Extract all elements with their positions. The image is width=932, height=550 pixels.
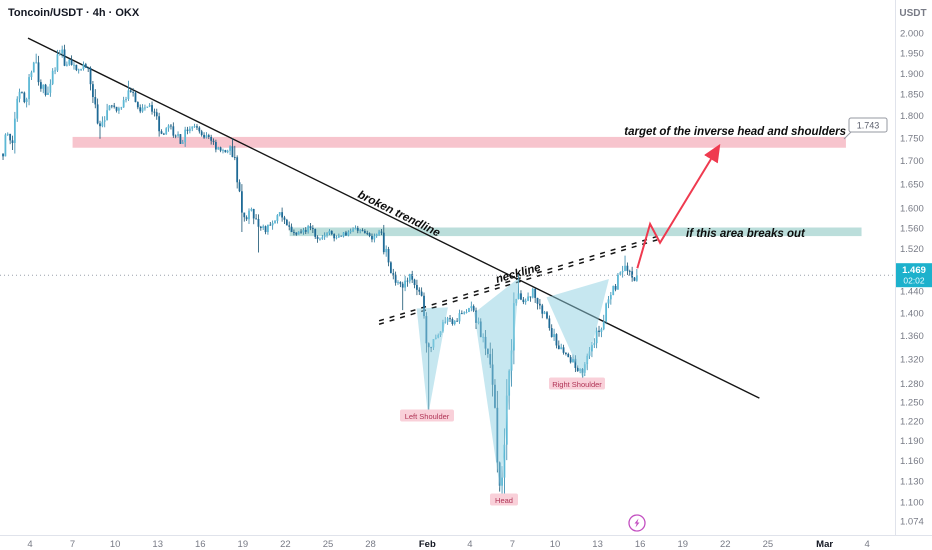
time-axis-tick: 16 <box>195 539 206 550</box>
time-axis-tick: 10 <box>550 539 561 550</box>
price-axis-tick: 1.220 <box>900 416 924 427</box>
time-axis-tick: 22 <box>720 539 731 550</box>
target-zone[interactable] <box>72 136 846 148</box>
price-axis-tick: 1.850 <box>900 90 924 101</box>
candlestick-series <box>2 44 638 497</box>
price-axis-tick: 1.280 <box>900 379 924 390</box>
broken-trendline <box>27 37 760 399</box>
time-axis-tick: 13 <box>152 539 163 550</box>
head-label[interactable]: Head <box>490 493 518 506</box>
time-axis-tick: 4 <box>865 539 870 550</box>
head-and-shoulders-shading <box>416 277 609 492</box>
price-axis-tick: 1.400 <box>900 308 924 319</box>
price-axis-tick: 1.750 <box>900 133 924 144</box>
time-axis-tick: 28 <box>365 539 376 550</box>
price-axis-tick: 1.160 <box>900 456 924 467</box>
price-axis-tick: 1.950 <box>900 48 924 59</box>
price-axis-tick: 1.900 <box>900 69 924 80</box>
price-axis-tick: 1.600 <box>900 204 924 215</box>
label-text: Head <box>495 496 513 505</box>
time-axis-tick: 22 <box>280 539 291 550</box>
breakout-zone[interactable] <box>289 227 862 237</box>
left-shoulder-label[interactable]: Left Shoulder <box>400 409 454 422</box>
price-axis-tick: 2.000 <box>900 29 924 40</box>
time-axis-tick: 13 <box>592 539 603 550</box>
label-text: Right Shoulder <box>552 380 602 389</box>
label-background <box>490 493 518 506</box>
price-axis-tick: 1.100 <box>900 498 924 509</box>
label-background <box>549 377 605 390</box>
label-background <box>400 409 454 422</box>
highlight-zones[interactable] <box>72 136 862 237</box>
label-text: 1.743 <box>857 121 880 131</box>
time-axis-tick: 19 <box>238 539 249 550</box>
price-axis-tick: 1.130 <box>900 477 924 488</box>
time-axis-tick: 16 <box>635 539 646 550</box>
price-axis-tick: 1.440 <box>900 286 924 297</box>
symbol-title[interactable]: Toncoin/USDT · 4h · OKX <box>8 7 140 19</box>
price-axis-tick: 1.700 <box>900 156 924 167</box>
target-price-label[interactable]: 1.743 <box>843 117 888 140</box>
label-text: Left Shoulder <box>405 412 450 421</box>
axis-currency-label: USDT <box>899 8 926 19</box>
price-axis-tick: 1.650 <box>900 179 924 190</box>
time-axis-tick: 7 <box>510 539 515 550</box>
time-axis-tick: 25 <box>323 539 334 550</box>
badge-countdown: 02:02 <box>903 276 925 286</box>
price-axis-tick: 1.250 <box>900 397 924 408</box>
lightning-icon <box>634 518 640 528</box>
price-axis-tick: 1.520 <box>900 244 924 255</box>
projected-breakout-arrow[interactable] <box>636 143 721 269</box>
label-box <box>848 117 888 133</box>
label-pointer <box>843 131 852 140</box>
time-axis-tick: Feb <box>419 539 436 550</box>
badge-price: 1.469 <box>902 265 926 276</box>
time-axis-tick: 4 <box>27 539 32 550</box>
current-price-badge: 1.469 02:02 <box>896 263 932 288</box>
price-axis-tick: 1.190 <box>900 436 924 447</box>
target-annotation[interactable]: target of the inverse head and shoulders <box>624 126 846 138</box>
price-axis-tick: 1.800 <box>900 111 924 122</box>
time-axis-tick: 25 <box>763 539 774 550</box>
badge-background <box>896 263 932 288</box>
price-axis-tick: 1.560 <box>900 224 924 235</box>
price-axis-tick: 1.360 <box>900 331 924 342</box>
time-axis-tick: 19 <box>677 539 688 550</box>
time-axis-tick: 7 <box>70 539 75 550</box>
time-axis-tick: 4 <box>467 539 472 550</box>
right-shoulder-label[interactable]: Right Shoulder <box>549 377 605 390</box>
event-marker[interactable] <box>628 514 646 532</box>
price-axis-tick: 1.320 <box>900 355 924 366</box>
breakout-annotation[interactable]: if this area breaks out <box>686 228 806 240</box>
price-axis-tick: 1.074 <box>900 517 924 528</box>
time-axis-tick: 10 <box>110 539 121 550</box>
time-axis-tick: Mar <box>816 539 833 550</box>
